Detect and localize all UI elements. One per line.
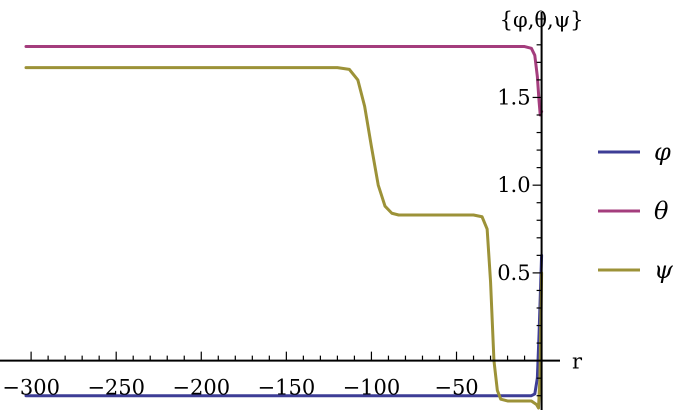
- x-tick-label: −300: [2, 376, 60, 400]
- series-line-2: [24, 66, 544, 410]
- legend: φ θ ψ: [598, 138, 674, 284]
- plot-area: [24, 45, 544, 410]
- y-tick-label: 1.0: [497, 173, 530, 197]
- series-line-1: [24, 45, 544, 117]
- y-axis-title: {φ,θ,ψ}: [500, 8, 584, 32]
- legend-label-0: φ: [654, 138, 671, 166]
- x-axis-title: r: [572, 350, 583, 374]
- axes: −300 −250 −200 −150 −100 −50 r 0.5 1.0 1.5 {φ,θ,ψ}: [0, 8, 584, 410]
- x-tick-label: −250: [87, 376, 145, 400]
- y-tick-label: 0.5: [497, 261, 530, 285]
- legend-label-1: θ: [654, 197, 669, 225]
- x-tick-label: −50: [434, 376, 478, 400]
- y-tick-label: 1.5: [497, 85, 530, 109]
- x-tick-label: −150: [258, 376, 316, 400]
- x-tick-label: −200: [172, 376, 230, 400]
- legend-label-2: ψ: [654, 256, 674, 284]
- x-tick-label: −100: [343, 376, 401, 400]
